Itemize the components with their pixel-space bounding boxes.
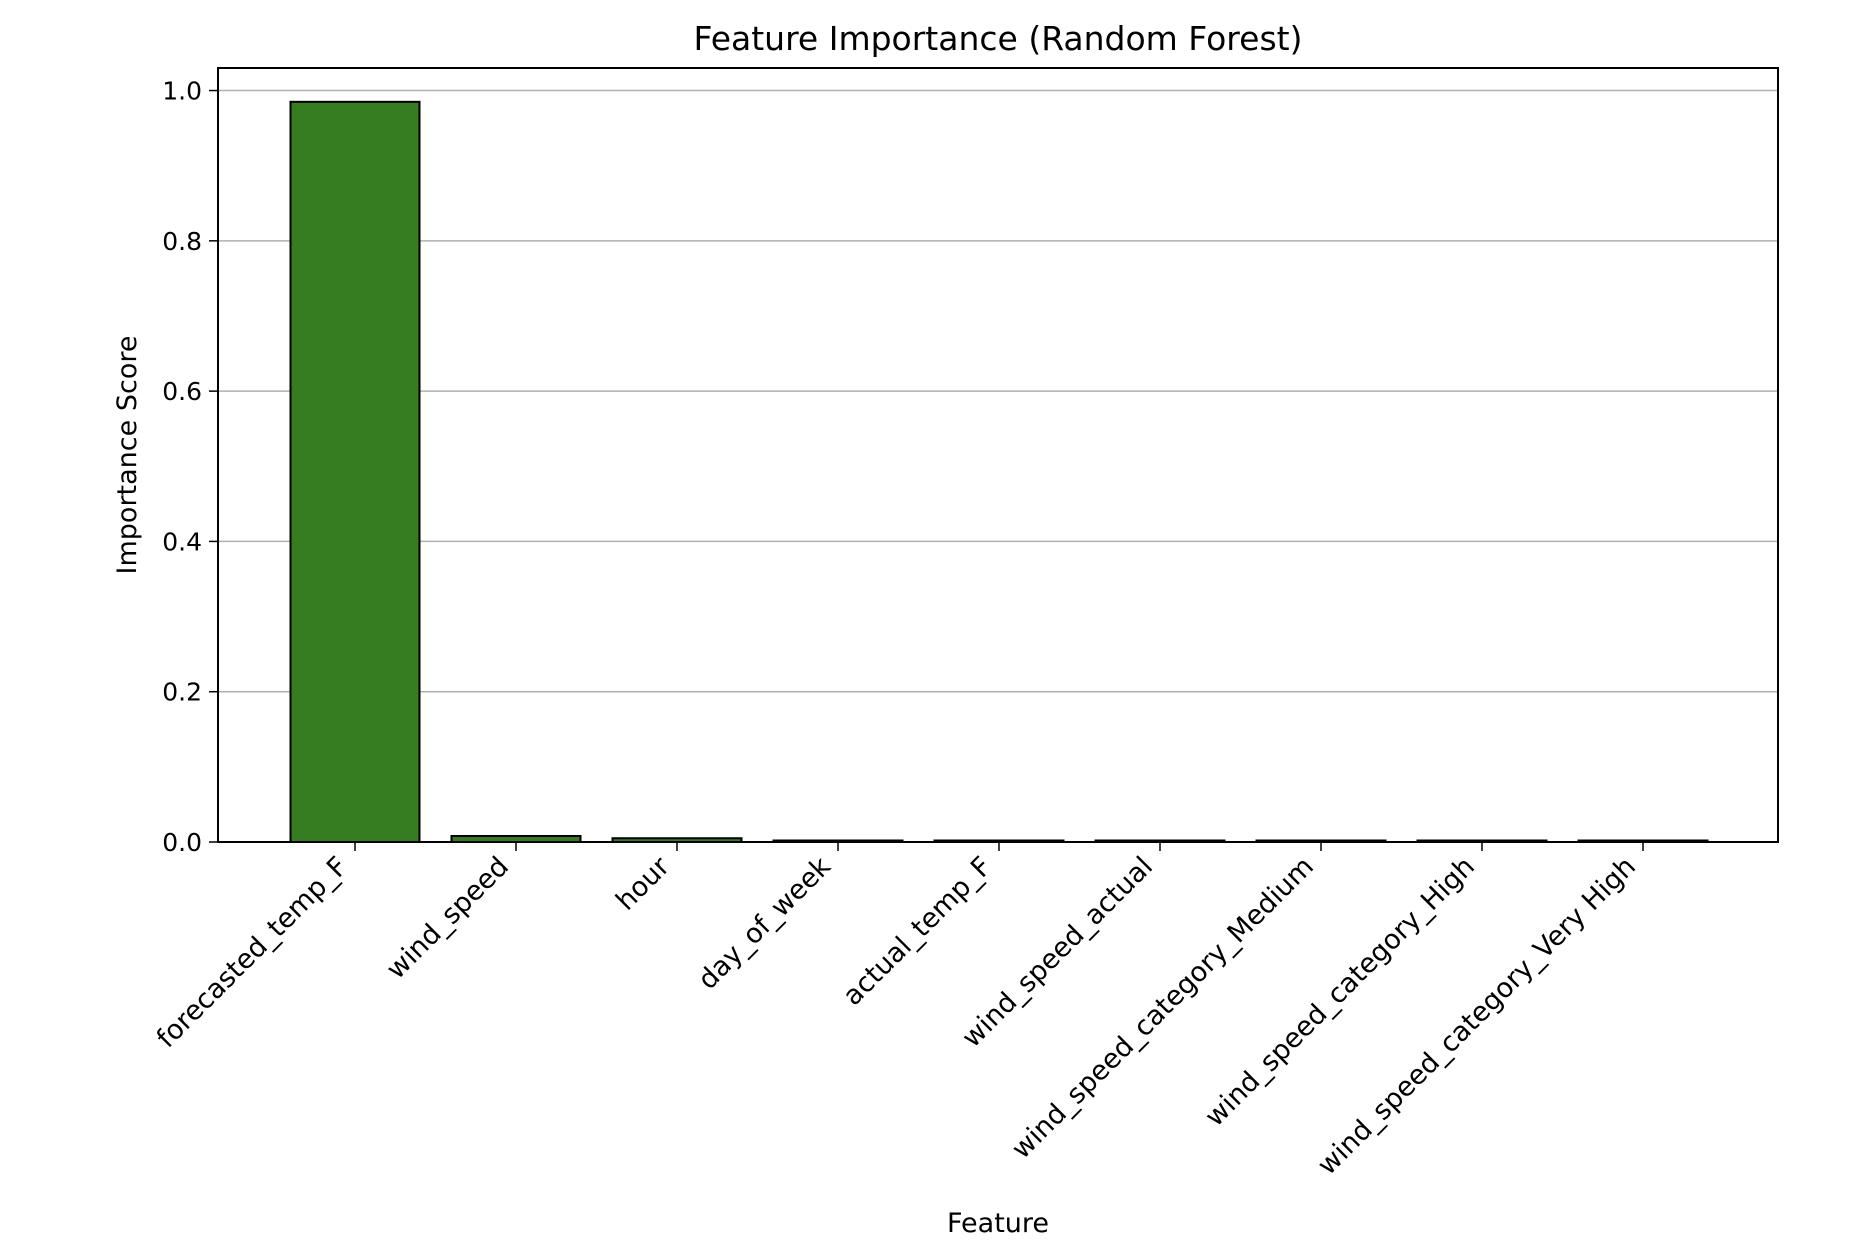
x-axis-label: Feature: [947, 1208, 1049, 1239]
x-tick-label: forecasted_temp_F: [151, 851, 354, 1054]
x-tick-label: wind_speed_category_Medium: [1006, 851, 1320, 1165]
y-tick-label: 1.0: [162, 77, 202, 106]
x-tick-label: actual_temp_F: [837, 851, 998, 1012]
y-tick-label: 0.6: [162, 377, 202, 406]
plot-area-frame: [217, 67, 1779, 843]
y-tick-label: 0.0: [162, 828, 202, 857]
y-axis-label: Importance Score: [112, 336, 143, 575]
y-axis-ticks: 0.0 0.2 0.4 0.6 0.8 1.0: [162, 77, 218, 857]
y-tick-label: 0.8: [162, 227, 202, 256]
x-tick-label: wind_speed: [381, 851, 515, 985]
x-tick-label: day_of_week: [692, 851, 837, 996]
x-tick-label: wind_speed_category_Very High: [1312, 851, 1642, 1181]
y-tick-label: 0.2: [162, 678, 202, 707]
chart-title: Feature Importance (Random Forest): [694, 19, 1303, 58]
bar-forecasted-temp-f: [289, 100, 421, 843]
gridlines: [218, 89, 1778, 843]
y-tick-label: 0.4: [162, 527, 202, 556]
bars: [289, 100, 1709, 844]
x-tick-label: wind_speed_category_High: [1199, 851, 1481, 1133]
x-axis-ticks: forecasted_temp_F wind_speed hour day_of_we…: [151, 842, 1644, 1181]
x-tick-label: hour: [610, 850, 676, 916]
